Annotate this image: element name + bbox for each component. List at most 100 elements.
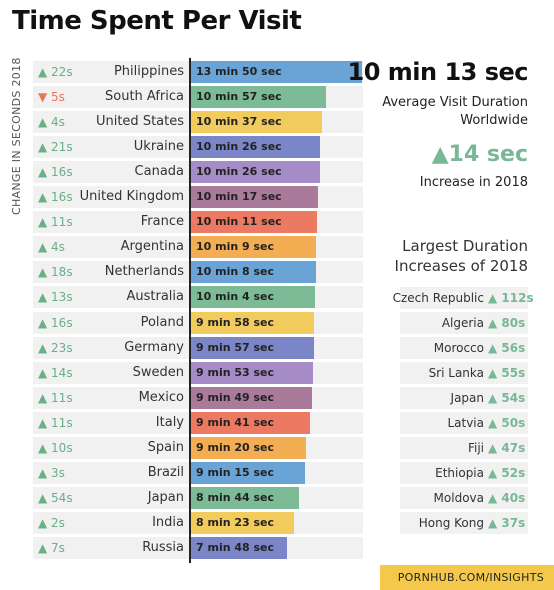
country-label: United States: [95, 114, 184, 130]
up-arrow-icon: ▲: [488, 516, 502, 531]
bar: [190, 261, 316, 284]
change-value: ▲ 13s: [38, 286, 73, 308]
up-arrow-icon: ▲: [38, 540, 52, 555]
change-value: ▲ 7s: [38, 537, 65, 559]
increase-label: Increase in 2018: [419, 175, 528, 190]
up-arrow-icon: ▲: [38, 140, 52, 155]
footer-link[interactable]: PORNHUB.COM/INSIGHTS: [397, 571, 544, 584]
down-arrow-icon: ▼: [38, 90, 52, 105]
increase-amount: 112s: [501, 291, 534, 305]
bar-value-label: 10 min 17 sec: [196, 190, 282, 204]
change-value: ▲ 16s: [38, 312, 73, 334]
country-label: United Kingdom: [79, 189, 184, 205]
up-arrow-icon: ▲: [488, 341, 502, 356]
country-label: Netherlands: [104, 264, 184, 280]
change-amount: 7s: [51, 540, 65, 555]
bar-value-label: 10 min 11 sec: [196, 215, 282, 229]
bar: [190, 111, 322, 134]
change-amount: 23s: [51, 340, 73, 355]
change-amount: 11s: [51, 215, 73, 230]
up-arrow-icon: ▲: [38, 415, 52, 430]
change-amount: 2s: [51, 515, 65, 530]
increase-row-background: [400, 312, 528, 335]
change-amount: 54s: [51, 490, 73, 505]
change-value: ▲ 14s: [38, 362, 73, 384]
country-label: Germany: [124, 339, 184, 355]
bar-value-label: 9 min 20 sec: [196, 440, 275, 454]
increase-value-label: ▲ 40s: [488, 487, 525, 509]
country-label: France: [140, 214, 184, 230]
increase-country-label: Czech Republic: [392, 291, 484, 305]
up-arrow-icon: ▲: [38, 65, 52, 79]
country-label: Philippines: [113, 64, 184, 79]
increase-amount: 56s: [501, 341, 526, 356]
country-label: Australia: [126, 289, 184, 305]
footer-banner: PORNHUB.COM/INSIGHTS: [380, 565, 554, 590]
up-arrow-icon: ▲: [488, 416, 502, 431]
change-value: ▲ 18s: [38, 261, 73, 283]
change-amount: 16s: [51, 190, 73, 205]
up-arrow-icon: ▲: [38, 440, 52, 455]
bar-value-label: 9 min 58 sec: [196, 315, 275, 329]
country-label: Brazil: [147, 464, 184, 480]
country-label: Italy: [155, 414, 184, 430]
bar-value-label: 7 min 48 sec: [196, 540, 275, 554]
increase-country-label: Algeria: [441, 316, 484, 331]
change-value: ▲ 16s: [38, 161, 73, 183]
change-value: ▲ 11s: [38, 211, 73, 233]
up-arrow-icon: ▲: [488, 491, 502, 506]
up-arrow-icon: ▲: [431, 142, 449, 167]
bar: [190, 486, 299, 509]
country-label: Sweden: [132, 364, 184, 380]
change-value: ▲ 11s: [38, 412, 73, 434]
country-label: Spain: [147, 439, 184, 455]
up-arrow-icon: ▲: [38, 265, 52, 280]
increase-amount: 55s: [501, 366, 526, 381]
change-amount: 11s: [51, 415, 73, 430]
increase-amount: 50s: [501, 416, 526, 431]
increase-row-background: [400, 337, 528, 360]
increase-row-background: [400, 487, 528, 510]
up-arrow-icon: ▲: [38, 115, 52, 130]
y-axis-label: CHANGE IN SECONDS 2018: [10, 57, 23, 215]
country-label: India: [152, 514, 184, 530]
up-arrow-icon: ▲: [38, 390, 52, 405]
up-arrow-icon: ▲: [488, 391, 502, 406]
bar: [190, 311, 314, 334]
change-amount: 16s: [51, 315, 73, 330]
bar-value-label: 8 min 23 sec: [196, 515, 275, 529]
up-arrow-icon: ▲: [488, 466, 502, 481]
bar: [190, 436, 306, 459]
increase-amount: 14 sec: [448, 142, 528, 167]
bar: [190, 411, 310, 434]
increase-value: ▲14 sec: [432, 142, 528, 167]
change-value: ▲ 4s: [38, 111, 65, 133]
up-arrow-icon: ▲: [38, 165, 52, 180]
increase-value-label: ▲ 37s: [488, 512, 525, 534]
change-amount: 4s: [51, 240, 65, 255]
country-label: Russia: [142, 539, 184, 555]
increase-country-label: Ethiopia: [435, 466, 484, 481]
increase-row-background: [400, 462, 528, 485]
increase-value-label: ▲ 80s: [488, 312, 525, 334]
up-arrow-icon: ▲: [488, 291, 502, 305]
up-arrow-icon: ▲: [38, 340, 52, 355]
increase-country-label: Moldova: [433, 491, 484, 506]
bar: [190, 461, 305, 484]
change-value: ▲ 21s: [38, 136, 73, 158]
increase-amount: 80s: [501, 316, 526, 331]
bar: [190, 336, 314, 359]
bar-value-label: 9 min 57 sec: [196, 340, 275, 354]
chart-title: Time Spent Per Visit: [12, 6, 302, 36]
up-arrow-icon: ▲: [488, 366, 502, 381]
change-amount: 22s: [51, 65, 73, 79]
bar-value-label: 9 min 15 sec: [196, 465, 275, 479]
bar: [190, 211, 317, 234]
bar-value-label: 9 min 49 sec: [196, 390, 275, 404]
up-arrow-icon: ▲: [38, 215, 52, 230]
increase-amount: 52s: [501, 466, 526, 481]
bar: [190, 186, 318, 209]
bar: [190, 136, 320, 159]
increase-amount: 37s: [501, 516, 526, 531]
change-amount: 5s: [51, 90, 65, 105]
